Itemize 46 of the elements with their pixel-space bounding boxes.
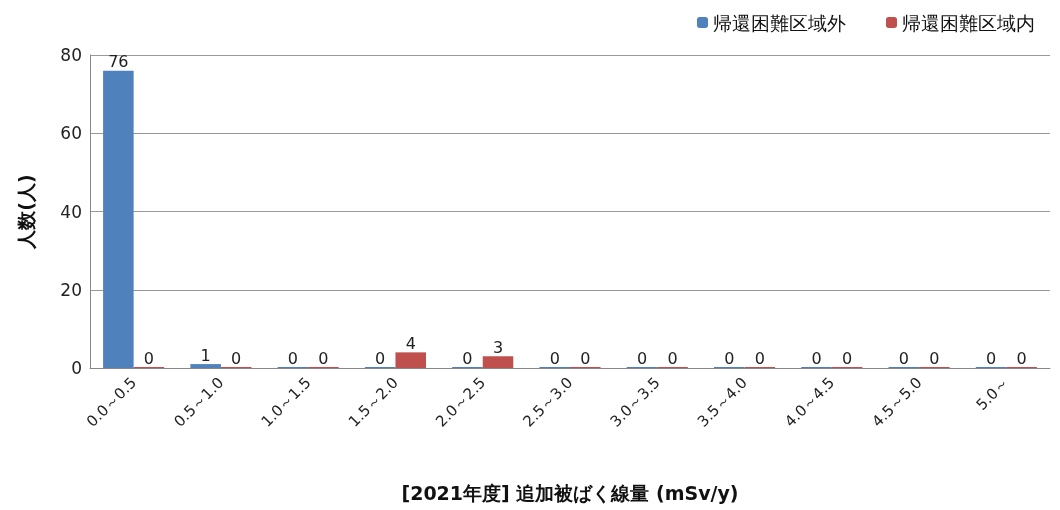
data-label: 4 xyxy=(405,333,416,353)
data-label: 0 xyxy=(754,348,765,368)
x-tick-label: 1.5～2.0 xyxy=(344,373,402,431)
data-label: 0 xyxy=(462,348,473,368)
x-tick-label: 5.0～ xyxy=(972,373,1013,414)
y-tick-label: 40 xyxy=(60,201,82,222)
data-label: 0 xyxy=(929,348,940,368)
bar xyxy=(190,364,221,368)
data-label: 0 xyxy=(724,348,735,368)
y-tick-label: 0 xyxy=(71,358,82,378)
data-label: 0 xyxy=(580,348,591,368)
data-label: 0 xyxy=(636,348,648,368)
data-label: 0 xyxy=(143,348,154,368)
data-label: 0 xyxy=(318,348,329,368)
y-tick-label: 80 xyxy=(60,45,82,65)
bar xyxy=(395,352,426,368)
y-tick-label: 20 xyxy=(60,279,82,300)
legend-label: 帰還困難区域内 xyxy=(902,11,1035,34)
data-label: 0 xyxy=(287,348,298,368)
x-tick-label: 3.0～3.5 xyxy=(606,373,664,431)
x-tick-label: 0.0～0.5 xyxy=(82,373,140,431)
x-tick-label: 1.0～1.5 xyxy=(257,373,315,431)
legend-label: 帰還困難区域外 xyxy=(713,11,846,34)
x-tick-label: 3.5～4.0 xyxy=(693,373,751,431)
data-label: 0 xyxy=(1016,348,1027,368)
data-label: 3 xyxy=(492,337,504,357)
data-label: 0 xyxy=(375,348,386,368)
x-tick-label: 4.0～4.5 xyxy=(781,373,839,431)
data-label: 0 xyxy=(549,348,560,368)
data-label: 0 xyxy=(842,348,853,368)
x-tick-label: 0.5～1.0 xyxy=(170,373,228,431)
x-tick-label: 2.5～3.0 xyxy=(519,373,577,431)
y-axis-title: 人数(人) xyxy=(14,174,37,250)
data-label: 0 xyxy=(898,348,909,368)
y-tick-label: 60 xyxy=(60,123,82,144)
data-label: 1 xyxy=(200,345,211,365)
data-label: 0 xyxy=(231,348,242,368)
x-axis-title: [2021年度] 追加被ばく線量 (mSv/y) xyxy=(401,481,739,504)
data-label: 0 xyxy=(811,348,822,368)
bar xyxy=(482,356,514,368)
bar xyxy=(103,70,134,368)
x-tick-label: 2.0～2.5 xyxy=(432,373,490,431)
data-label: 0 xyxy=(667,348,678,368)
x-tick-label: 4.5～5.0 xyxy=(868,373,926,431)
data-label: 76 xyxy=(108,52,129,72)
data-label: 0 xyxy=(986,348,997,368)
